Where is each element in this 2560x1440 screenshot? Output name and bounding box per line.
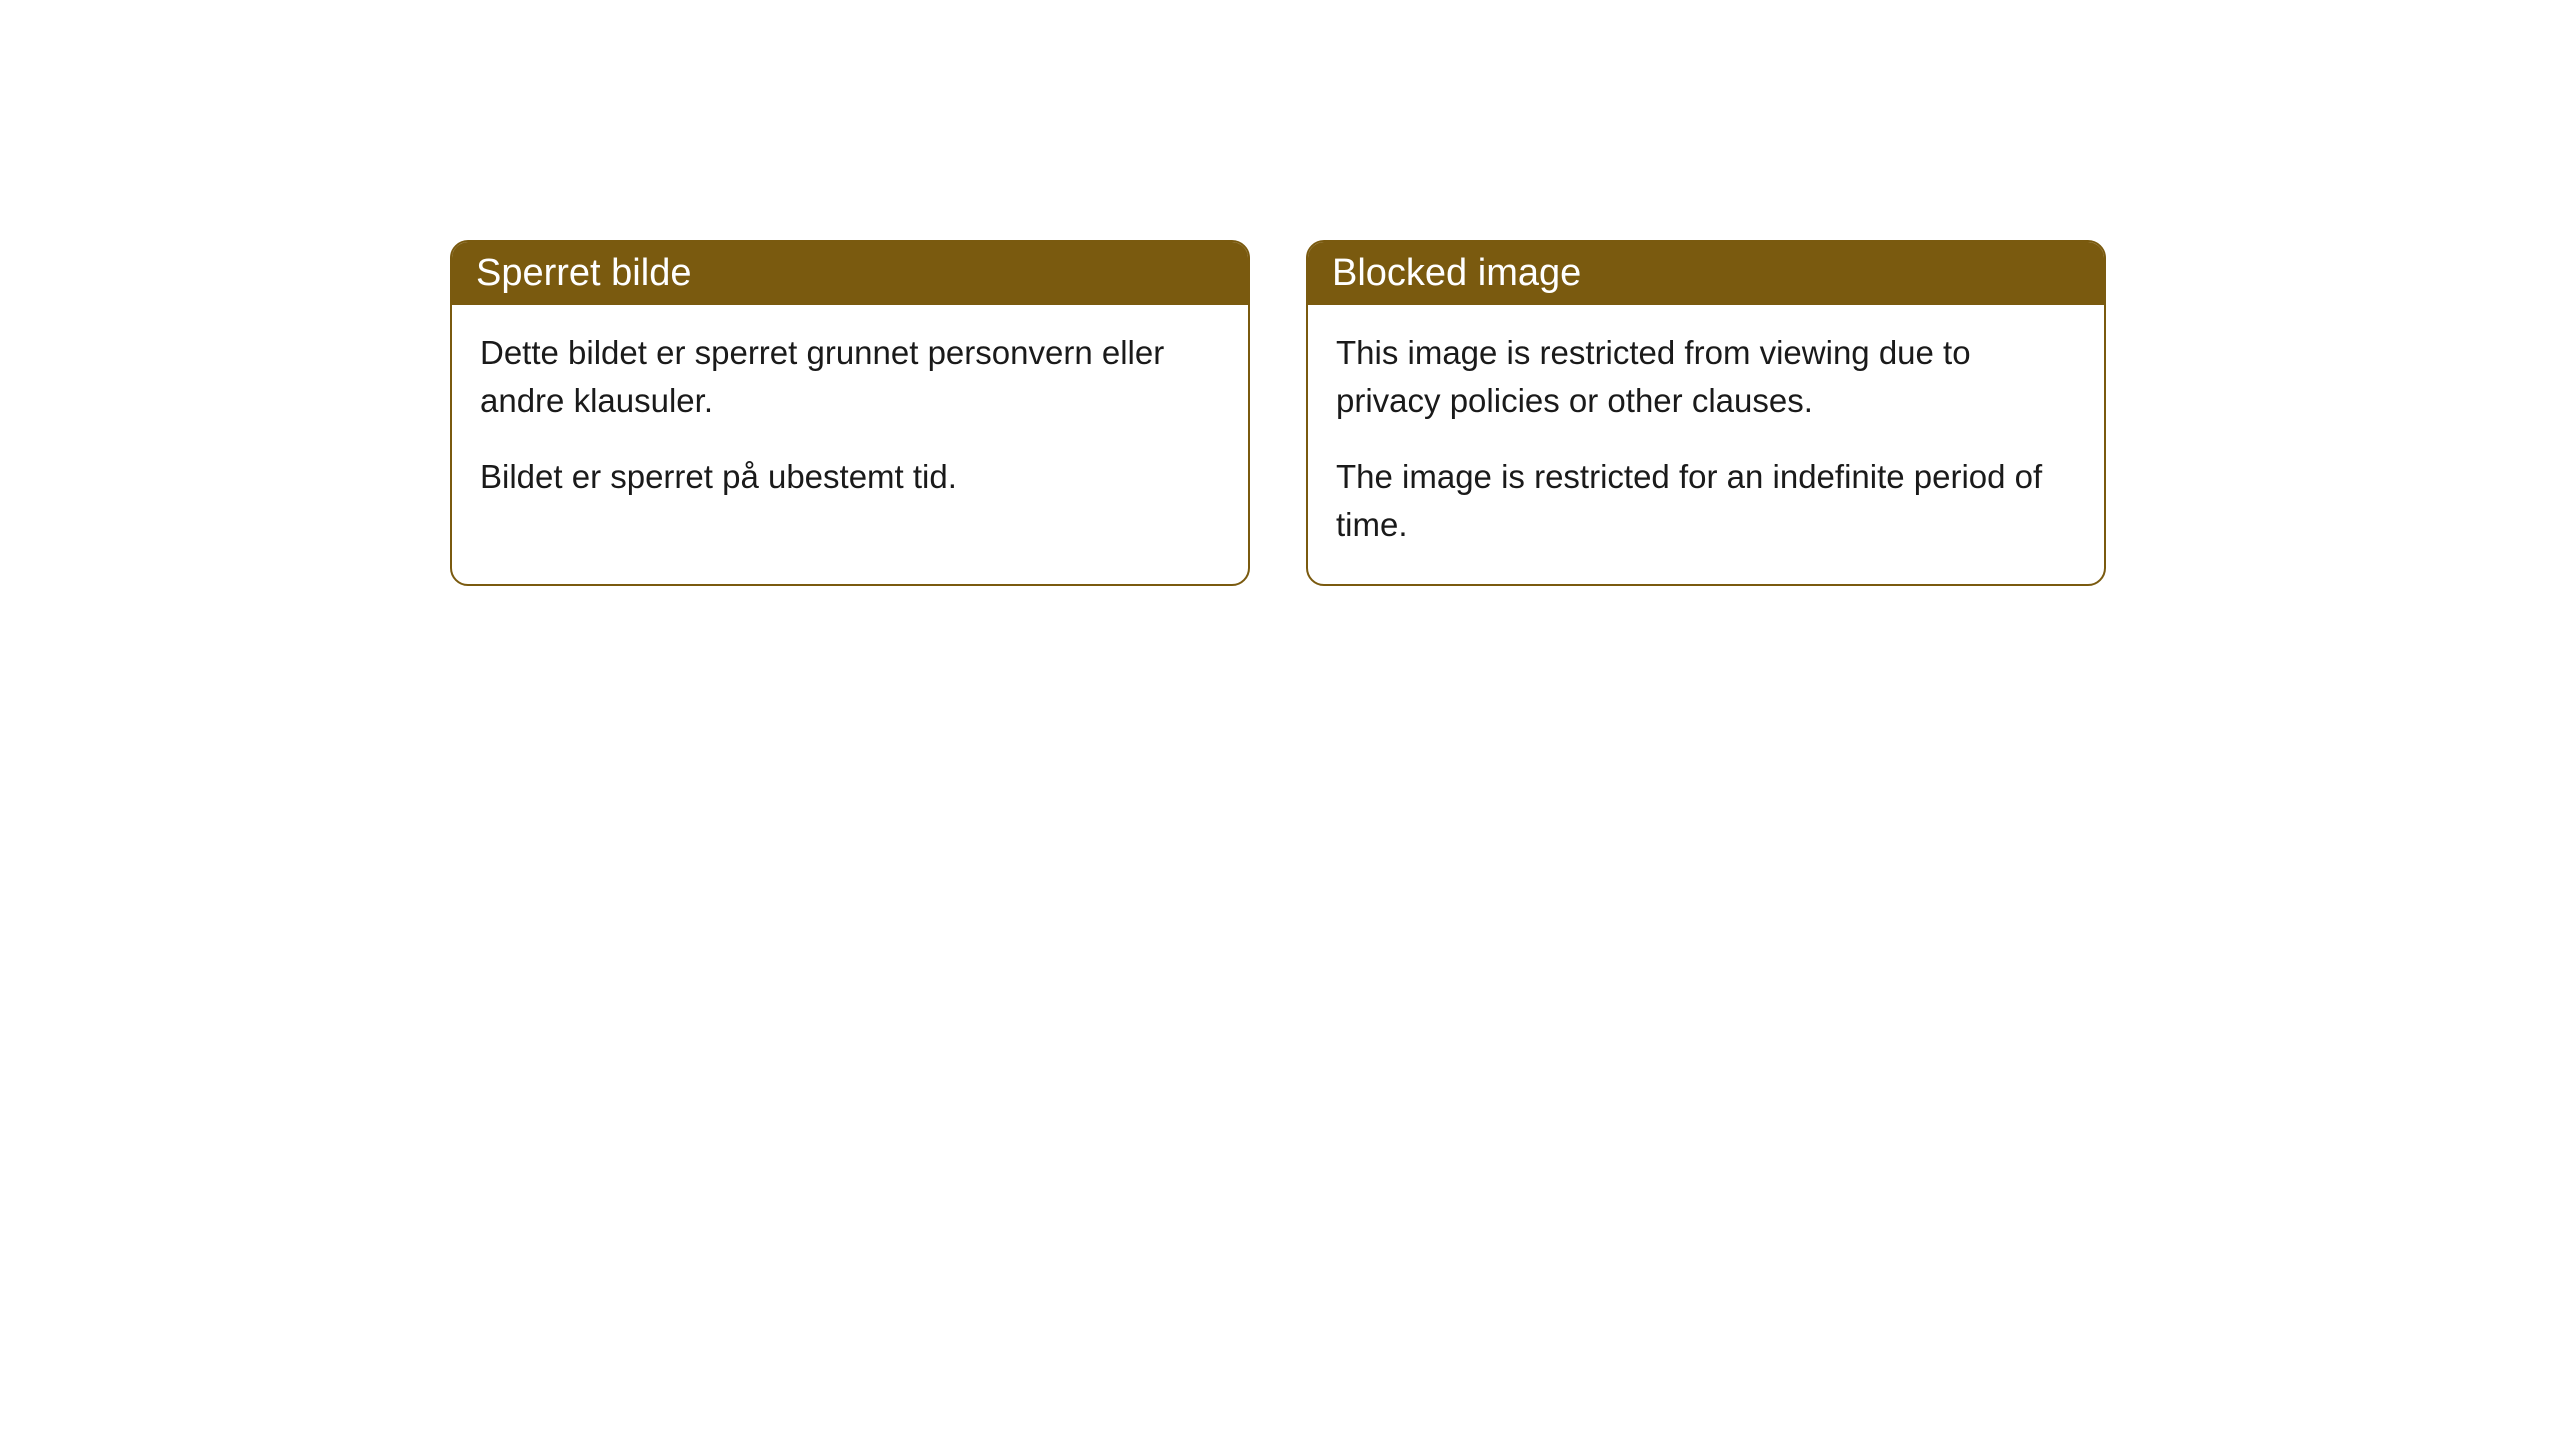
card-title: Sperret bilde xyxy=(476,252,691,294)
card-paragraph-2: Bildet er sperret på ubestemt tid. xyxy=(480,453,1220,501)
blocked-image-card-norwegian: Sperret bilde Dette bildet er sperret gr… xyxy=(450,240,1250,586)
card-header: Sperret bilde xyxy=(452,242,1248,305)
blocked-image-card-english: Blocked image This image is restricted f… xyxy=(1306,240,2106,586)
card-title: Blocked image xyxy=(1332,252,1581,294)
card-header: Blocked image xyxy=(1308,242,2104,305)
card-paragraph-1: Dette bildet er sperret grunnet personve… xyxy=(480,329,1220,425)
notice-cards-container: Sperret bilde Dette bildet er sperret gr… xyxy=(0,0,2560,586)
card-body: Dette bildet er sperret grunnet personve… xyxy=(452,305,1248,537)
card-paragraph-2: The image is restricted for an indefinit… xyxy=(1336,453,2076,549)
card-paragraph-1: This image is restricted from viewing du… xyxy=(1336,329,2076,425)
card-body: This image is restricted from viewing du… xyxy=(1308,305,2104,584)
